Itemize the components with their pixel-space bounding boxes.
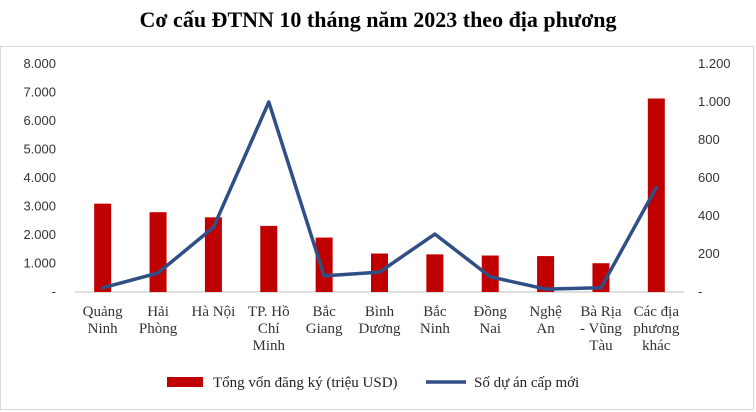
legend-label-line: Số dự án cấp mới [474, 375, 579, 391]
category-label: Bắc Giang [306, 304, 343, 337]
legend-label-bar: Tổng vốn đăng ký (triệu USD) [213, 375, 398, 391]
category-label: TP. Hồ Chí Minh [248, 304, 290, 354]
right-tick-label: - [698, 284, 702, 299]
legend-swatch-bar [167, 377, 203, 387]
category-label: Đồng Nai [474, 304, 508, 337]
left-tick-label: 6.000 [23, 113, 56, 128]
category-label: Các địa phương khác [633, 304, 680, 354]
line-series [100, 100, 659, 291]
left-tick-label: 4.000 [23, 170, 56, 185]
category-label: Bắc Ninh [420, 304, 451, 337]
bar [260, 225, 278, 292]
bar [149, 212, 167, 292]
bar [204, 217, 222, 292]
left-tick-label: 3.000 [23, 199, 56, 214]
right-tick-label: 800 [698, 132, 720, 147]
category-label: Bà Rịa - Vũng Tàu [580, 304, 622, 354]
bar [426, 254, 444, 292]
bar [94, 203, 112, 292]
bar [481, 255, 499, 292]
category-label: Hà Nội [192, 304, 236, 320]
left-tick-label: 2.000 [23, 227, 56, 242]
left-tick-label: 1.000 [23, 256, 56, 271]
right-tick-label: 600 [698, 170, 720, 185]
bar [592, 263, 610, 292]
right-tick-label: 1.200 [698, 56, 731, 71]
chart-title: Cơ cấu ĐTNN 10 tháng năm 2023 theo địa p… [139, 7, 617, 32]
bar [647, 98, 665, 292]
right-tick-label: 1.000 [698, 94, 731, 109]
bar [315, 237, 333, 292]
left-tick-label: 8.000 [23, 56, 56, 71]
category-label: Hải Phòng [139, 304, 178, 337]
category-label: Quảng Ninh [83, 304, 123, 337]
bar [537, 256, 555, 292]
left-tick-label: 5.000 [23, 142, 56, 157]
right-tick-label: 200 [698, 246, 720, 261]
right-tick-label: 400 [698, 208, 720, 223]
left-tick-label: - [52, 284, 56, 299]
left-tick-label: 7.000 [23, 85, 56, 100]
category-label: Nghệ An [529, 304, 562, 337]
chart-frame [0, 46, 754, 410]
category-label: Bình Dương [359, 304, 401, 337]
